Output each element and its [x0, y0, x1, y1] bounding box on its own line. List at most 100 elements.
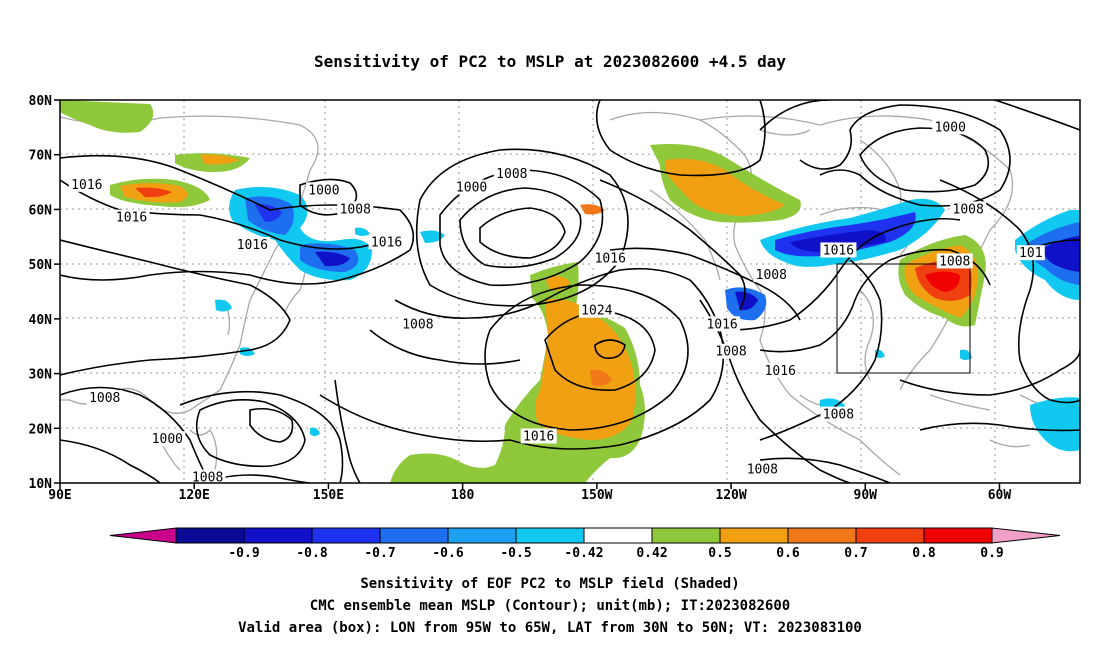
colorbar-label: 0.6	[776, 546, 800, 561]
caption-line: Sensitivity of EOF PC2 to MSLP field (Sh…	[360, 576, 739, 592]
lat-tick-label: 40N	[29, 313, 53, 328]
contour-label-bg	[368, 234, 405, 250]
colorbar-swatch	[583, 527, 653, 544]
lat-tick-label: 20N	[29, 422, 53, 437]
contour-label: 1008	[496, 167, 527, 182]
colorbar-swatch	[243, 527, 313, 544]
colorbar-swatch	[787, 527, 857, 544]
lat-tick-label: 10N	[29, 477, 53, 492]
lon-tick-label: 180	[451, 488, 475, 503]
contour-label-bg	[578, 302, 615, 318]
colorbar-swatch	[175, 527, 245, 544]
colorbar-label: 0.8	[912, 546, 936, 561]
colorbar-label: 0.9	[980, 546, 1003, 561]
contour-label-bg	[744, 461, 781, 477]
lon-tick-label: 150E	[313, 488, 344, 503]
colorbar-label: -0.6	[432, 546, 463, 561]
colorbar-label: -0.5	[500, 546, 531, 561]
contour-label: 1016	[237, 238, 268, 253]
lat-tick-label: 50N	[29, 258, 53, 273]
contour-label-bg	[113, 209, 150, 225]
lon-tick-label: 120W	[715, 488, 746, 503]
lon-tick-label: 90E	[48, 488, 71, 503]
contour-label: 1008	[823, 408, 854, 423]
colorbar-high-triangle	[991, 527, 1061, 544]
contour-label: 1000	[935, 120, 966, 135]
lon-tick-label: 90W	[854, 488, 878, 503]
contour-label: 1016	[765, 364, 796, 379]
contour-label-bg	[762, 362, 799, 378]
latitude-axis: 80N 70N 60N 50N 40N 30N 20N 10N	[29, 94, 60, 492]
contour-label: 1008	[953, 202, 984, 217]
colorbar-label: -0.8	[296, 546, 327, 561]
longitude-axis: 90E 120E 150E 180 150W 120W 90W 60W	[48, 483, 1011, 503]
contour-label: 1008	[402, 317, 433, 332]
colorbar-swatch	[311, 527, 381, 544]
contour-label-bg	[493, 165, 530, 181]
contour-label: 1016	[71, 178, 102, 193]
caption-line: CMC ensemble mean MSLP (Contour); unit(m…	[310, 598, 790, 614]
figure-title: Sensitivity of PC2 to MSLP at 2023082600…	[314, 52, 786, 71]
colorbar-low-triangle	[109, 527, 177, 544]
lat-tick-label: 30N	[29, 368, 53, 383]
contour-label: 1008	[939, 254, 970, 269]
valid-area-box	[836, 263, 971, 374]
contour-label-bg	[936, 253, 973, 269]
colorbar-label: 0.42	[636, 546, 667, 561]
contour-label: 1016	[823, 243, 854, 258]
colorbar-swatch	[855, 527, 925, 544]
contour-label: 1016	[371, 235, 402, 250]
colorbar-swatch	[923, 527, 993, 544]
colorbar-label: 0.7	[844, 546, 867, 561]
contour-label-bg	[149, 431, 186, 447]
contour-label: 1000	[308, 183, 339, 198]
map-frame	[59, 99, 1081, 484]
contour-label-bg	[1016, 245, 1045, 261]
colorbar-label: 0.5	[708, 546, 731, 561]
contour-labels: 1016101610161000100810161000100810161024…	[68, 119, 1045, 486]
contour-label-bg	[399, 316, 436, 332]
mslp-contours	[60, 100, 1080, 483]
contour-label-bg	[234, 236, 271, 252]
contour-label: 1000	[456, 181, 487, 196]
contour-label-bg	[592, 250, 629, 266]
contour-label-bg	[820, 242, 857, 258]
contour-label-bg	[68, 176, 105, 192]
colorbar-swatch	[379, 527, 449, 544]
map-panel: 1016101610161000100810161000100810161024…	[60, 100, 1080, 486]
contour-label: 1016	[595, 252, 626, 267]
caption-line: Valid area (box): LON from 95W to 65W, L…	[238, 620, 862, 636]
contour-label-bg	[950, 201, 987, 217]
lat-tick-label: 60N	[29, 203, 53, 218]
colorbar-swatch	[447, 527, 517, 544]
caption: Sensitivity of EOF PC2 to MSLP field (Sh…	[238, 576, 862, 636]
contour-label: 1008	[340, 202, 371, 217]
contour-label: 1024	[581, 304, 612, 319]
contour-label: 1008	[715, 345, 746, 360]
contour-label: 1016	[706, 317, 737, 332]
contour-label-bg	[932, 119, 969, 135]
contour-label: 1008	[747, 462, 778, 477]
lon-tick-label: 120E	[179, 488, 210, 503]
lon-tick-label: 60W	[988, 488, 1012, 503]
contour-label-bg	[189, 469, 226, 483]
contour-label-bg	[453, 179, 490, 195]
colorbar-swatch	[515, 527, 585, 544]
contour-label: 1016	[523, 429, 554, 444]
colorbar-label: -0.9	[228, 546, 259, 561]
contour-label-bg	[820, 406, 857, 422]
lon-tick-label: 150W	[581, 488, 612, 503]
contour-label: 1000	[152, 432, 183, 447]
contour-label: 101	[1019, 246, 1042, 261]
lat-tick-label: 80N	[29, 94, 53, 109]
lat-tick-label: 70N	[29, 149, 53, 164]
contour-label: 1008	[89, 391, 120, 406]
contour-label: 1016	[116, 211, 147, 226]
contour-label: 1008	[192, 471, 223, 486]
contour-label-bg	[713, 343, 750, 359]
contour-label-bg	[704, 316, 741, 332]
contour-label-bg	[337, 201, 374, 217]
contour-label-bg	[520, 428, 557, 444]
contour-label: 1008	[756, 268, 787, 283]
